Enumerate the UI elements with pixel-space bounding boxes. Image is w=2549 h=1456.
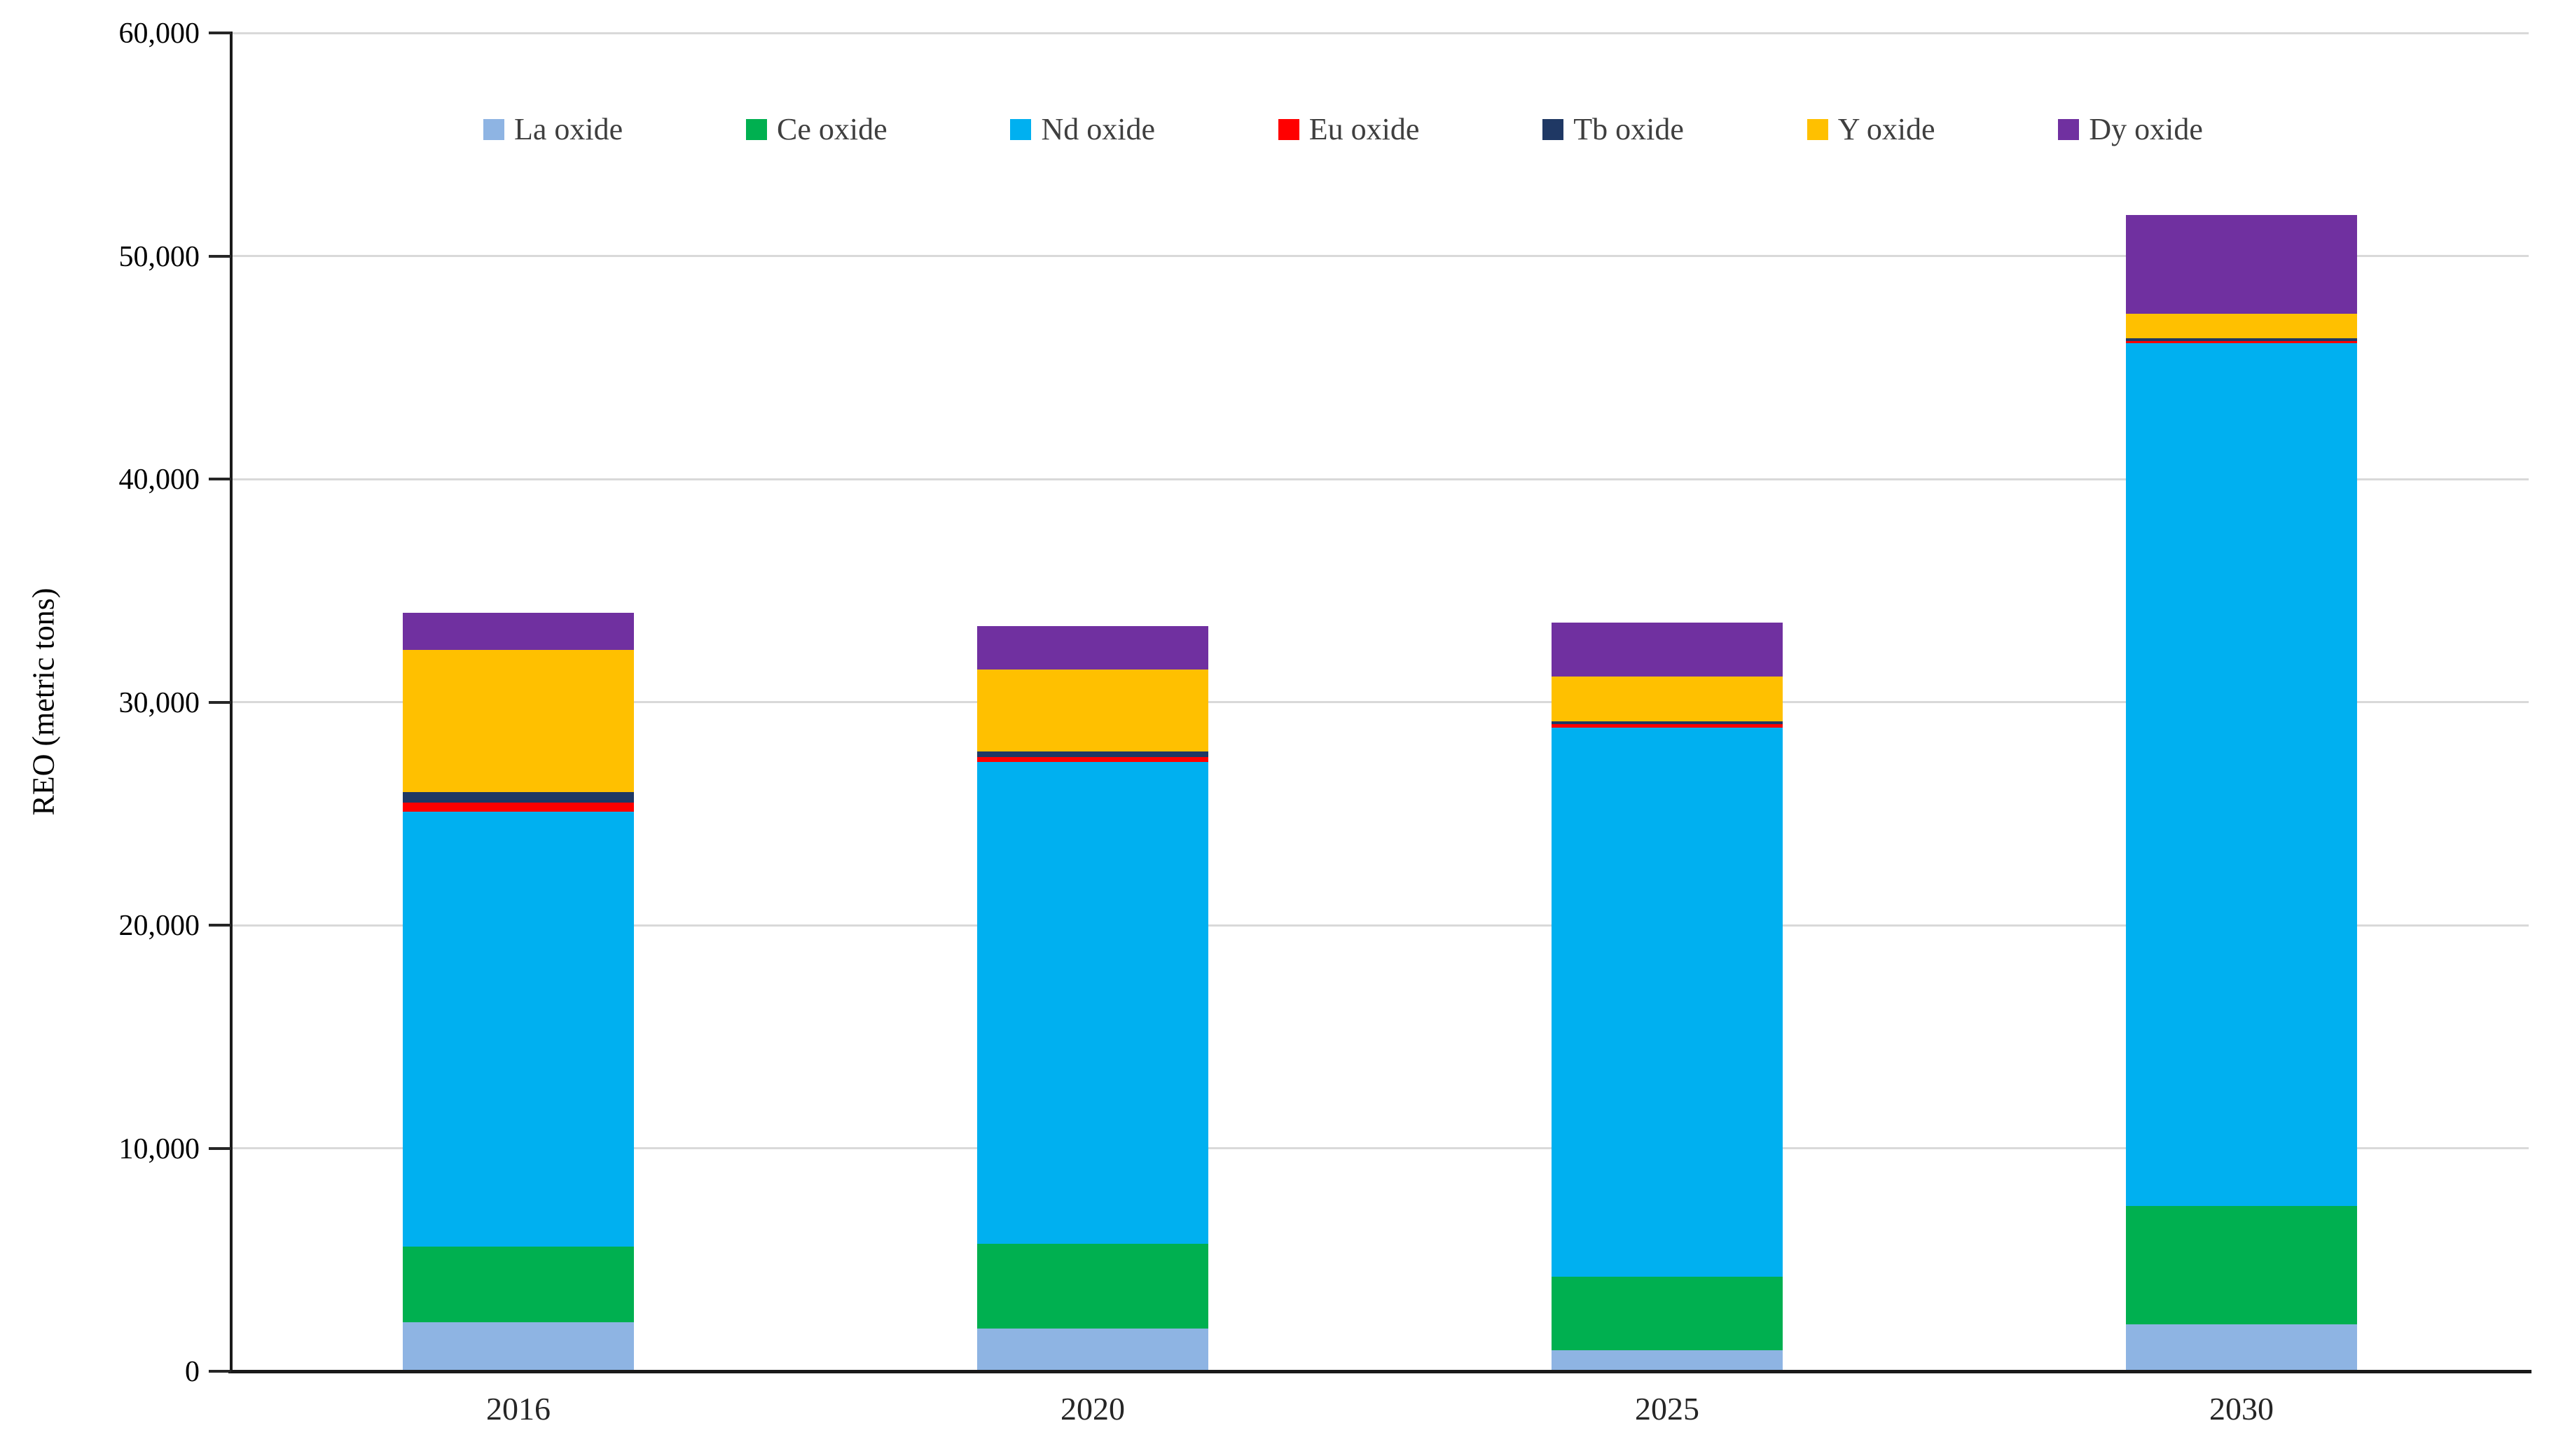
y-tick-mark-20000 — [209, 924, 231, 927]
bar-segment-ce-oxide-2020 — [977, 1244, 1208, 1329]
bar-segment-dy-oxide-2016 — [403, 613, 634, 650]
gridline-30000 — [231, 701, 2529, 703]
bar-segment-tb-oxide-2025 — [1552, 721, 1783, 725]
gridline-50000 — [231, 255, 2529, 257]
bar-segment-la-oxide-2016 — [403, 1322, 634, 1371]
legend-label-tb-oxide: Tb oxide — [1573, 112, 1684, 146]
x-tick-label-2025: 2025 — [1635, 1391, 1699, 1427]
gridline-60000 — [231, 32, 2529, 34]
bar-segment-tb-oxide-2030 — [2126, 338, 2357, 341]
bar-segment-tb-oxide-2020 — [977, 751, 1208, 757]
bar-segment-ce-oxide-2025 — [1552, 1276, 1783, 1350]
legend-item-y-oxide: Y oxide — [1807, 114, 1935, 145]
y-tick-label-0: 0 — [185, 1356, 200, 1388]
legend-marker-ce-oxide-icon — [745, 119, 767, 140]
gridline-40000 — [231, 478, 2529, 480]
legend-label-y-oxide: Y oxide — [1837, 112, 1935, 146]
x-tick-label-2016: 2016 — [486, 1391, 551, 1427]
x-tick-label-2030: 2030 — [2209, 1391, 2274, 1427]
legend-item-la-oxide: La oxide — [483, 114, 623, 145]
y-tick-label-30000: 30,000 — [118, 686, 200, 719]
y-axis-line — [230, 32, 233, 1371]
y-tick-label-40000: 40,000 — [118, 464, 200, 496]
bar-segment-dy-oxide-2030 — [2126, 214, 2357, 314]
legend-item-ce-oxide: Ce oxide — [745, 112, 887, 146]
y-tick-mark-10000 — [209, 1146, 231, 1150]
y-tick-label-10000: 10,000 — [118, 1132, 200, 1165]
legend: La oxide Ce oxide Nd oxide Eu oxide Tb oxide… — [483, 114, 2203, 145]
legend-label-eu-oxide: Eu oxide — [1308, 112, 1420, 146]
x-tick-label-2020: 2020 — [1061, 1391, 1125, 1427]
legend-label-la-oxide: La oxide — [514, 112, 623, 146]
bar-segment-eu-oxide-2025 — [1552, 724, 1783, 728]
y-tick-label-20000: 20,000 — [118, 910, 200, 942]
bar-segment-la-oxide-2020 — [977, 1329, 1208, 1371]
y-tick-label-50000: 50,000 — [118, 240, 200, 273]
bar-segment-nd-oxide-2020 — [977, 762, 1208, 1244]
bar-segment-eu-oxide-2030 — [2126, 340, 2357, 343]
bar-segment-eu-oxide-2020 — [977, 756, 1208, 763]
bar-segment-dy-oxide-2020 — [977, 626, 1208, 670]
legend-marker-la-oxide-icon — [483, 119, 504, 140]
bar-segment-y-oxide-2030 — [2126, 314, 2357, 339]
bar-segment-nd-oxide-2016 — [403, 811, 634, 1247]
y-tick-mark-60000 — [209, 32, 231, 34]
y-tick-mark-30000 — [209, 700, 231, 704]
y-tick-mark-50000 — [209, 254, 231, 258]
y-tick-label-60000: 60,000 — [118, 18, 200, 50]
legend-item-nd-oxide: Nd oxide — [1010, 114, 1155, 145]
legend-marker-dy-oxide-icon — [2058, 119, 2080, 140]
legend-marker-tb-oxide-icon — [1542, 119, 1564, 140]
bar-segment-ce-oxide-2030 — [2126, 1206, 2357, 1325]
bar-segment-nd-oxide-2025 — [1552, 728, 1783, 1277]
bar-segment-la-oxide-2030 — [2126, 1324, 2357, 1371]
bar-segment-dy-oxide-2025 — [1552, 623, 1783, 677]
bar-segment-nd-oxide-2030 — [2126, 342, 2357, 1207]
y-tick-mark-0 — [209, 1370, 231, 1373]
gridline-20000 — [231, 924, 2529, 927]
legend-marker-nd-oxide-icon — [1010, 119, 1032, 140]
legend-item-eu-oxide: Eu oxide — [1278, 112, 1420, 146]
legend-item-tb-oxide: Tb oxide — [1542, 114, 1684, 145]
bar-segment-la-oxide-2025 — [1552, 1350, 1783, 1371]
legend-label-nd-oxide: Nd oxide — [1041, 112, 1155, 146]
bar-segment-y-oxide-2020 — [977, 670, 1208, 751]
bar-segment-y-oxide-2025 — [1552, 676, 1783, 721]
bar-segment-y-oxide-2016 — [403, 649, 634, 793]
gridline-10000 — [231, 1147, 2529, 1149]
bar-segment-tb-oxide-2016 — [403, 792, 634, 803]
legend-item-dy-oxide: Dy oxide — [2058, 114, 2203, 145]
y-tick-mark-40000 — [209, 478, 231, 480]
x-axis-line — [228, 1370, 2531, 1373]
legend-label-dy-oxide: Dy oxide — [2089, 112, 2203, 146]
bar-segment-eu-oxide-2016 — [403, 802, 634, 812]
legend-marker-y-oxide-icon — [1807, 119, 1828, 140]
legend-marker-eu-oxide-icon — [1278, 119, 1299, 140]
legend-label-ce-oxide: Ce oxide — [776, 112, 887, 146]
bar-segment-ce-oxide-2016 — [403, 1246, 634, 1322]
